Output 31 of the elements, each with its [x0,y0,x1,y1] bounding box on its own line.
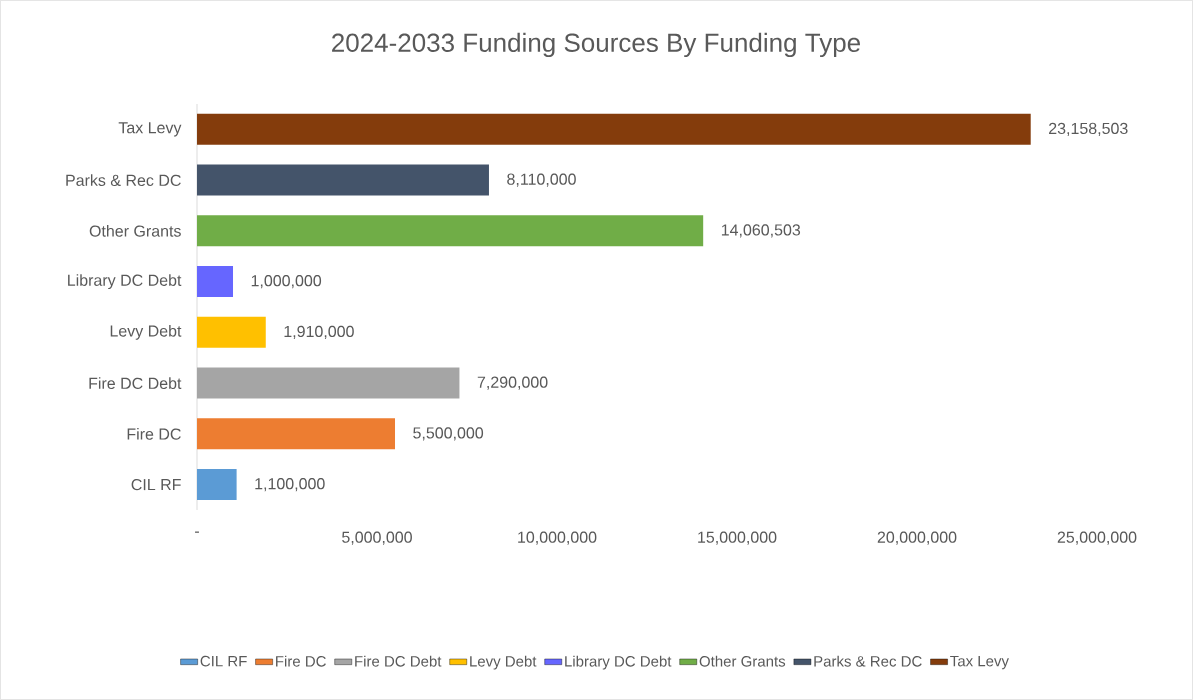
legend-label: Library DC Debt [565,655,672,670]
y-tick-label: Tax Levy [118,122,182,137]
y-tick-label: Other Grants [89,225,181,237]
legend-label: Parks & Rec DC [814,655,922,667]
legend-label: CIL RF [200,655,247,667]
y-tick-label: CIL RF [131,478,181,491]
chart-title: 2024-2033 Funding Sources By Funding Type [332,32,860,58]
data-label: 1,100,000 [255,478,325,492]
data-label: 14,060,503 [721,224,801,238]
y-tick-label: Library DC Debt [68,274,182,290]
x-tick-label: 25,000,000 [1057,531,1137,545]
y-tick-label: Parks & Rec DC [66,174,181,186]
y-tick-label: Fire DC Debt [89,377,182,389]
y-tick-label: Fire DC [127,428,181,440]
legend-label: Levy Debt [470,655,537,670]
legend-label: Fire DC Debt [355,655,442,667]
x-tick-label: 5,000,000 [342,531,412,545]
data-label: 23,158,503 [1049,122,1128,136]
data-label: 7,290,000 [477,376,548,390]
legend-label: Tax Levy [950,655,1009,670]
legend-label: Fire DC [276,655,326,667]
x-tick-label: 15,000,000 [698,531,777,545]
data-label: 5,500,000 [413,427,484,441]
data-label: 1,910,000 [284,325,354,339]
legend-label: Other Grants [699,655,786,667]
x-tick-label: 20,000,000 [877,531,957,545]
x-tick-label: 10,000,000 [518,531,597,545]
y-tick-label: Levy Debt [110,324,182,340]
data-label: 1,000,000 [251,275,322,289]
data-label: 8,110,000 [507,173,576,187]
x-tick-label: - [195,531,199,533]
